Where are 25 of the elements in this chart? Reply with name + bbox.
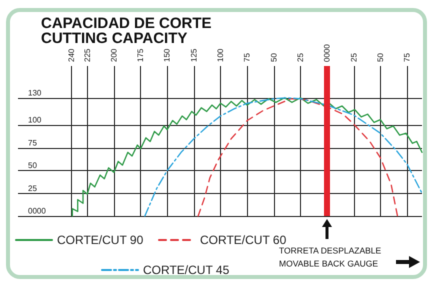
y-tick-label: 0000 [28,206,46,216]
x-tick-label: 200 [109,48,118,62]
x-tick-label: 50 [269,52,278,62]
x-tick-label: 50 [376,52,385,62]
x-tick-label: 100 [216,48,226,62]
y-tick-label: 25 [28,184,38,193]
y-tick-label: 100 [28,116,42,125]
x-tick-label: 0000 [322,44,332,62]
x-tick-label: 25 [349,52,358,62]
text: TORRETA DESPLAZABLE MOVABLE BACK GAUGE [279,246,382,268]
chart-title: CAPACIDAD DE CORTE CUTTING CAPACITY [41,15,212,47]
y-tick-label: 75 [28,138,38,148]
legend-label: CORTE/CUT 45 [143,263,230,277]
x-tick-label: 25 [296,52,305,62]
x-tick-label: 225 [82,48,92,62]
legend-label: CORTE/CUT 60 [200,233,287,247]
legend-label: CORTE/CUT 90 [57,233,144,247]
y-tick-label: 130 [28,88,42,98]
x-tick-label: 175 [136,48,146,62]
x-tick-label: 240 [66,48,76,62]
x-tick-label: 125 [189,48,198,62]
y-tick-label: 50 [28,161,38,170]
x-tick-label: 75 [402,52,412,62]
x-tick-label: 75 [242,52,252,62]
x-tick-label: 150 [162,48,172,62]
